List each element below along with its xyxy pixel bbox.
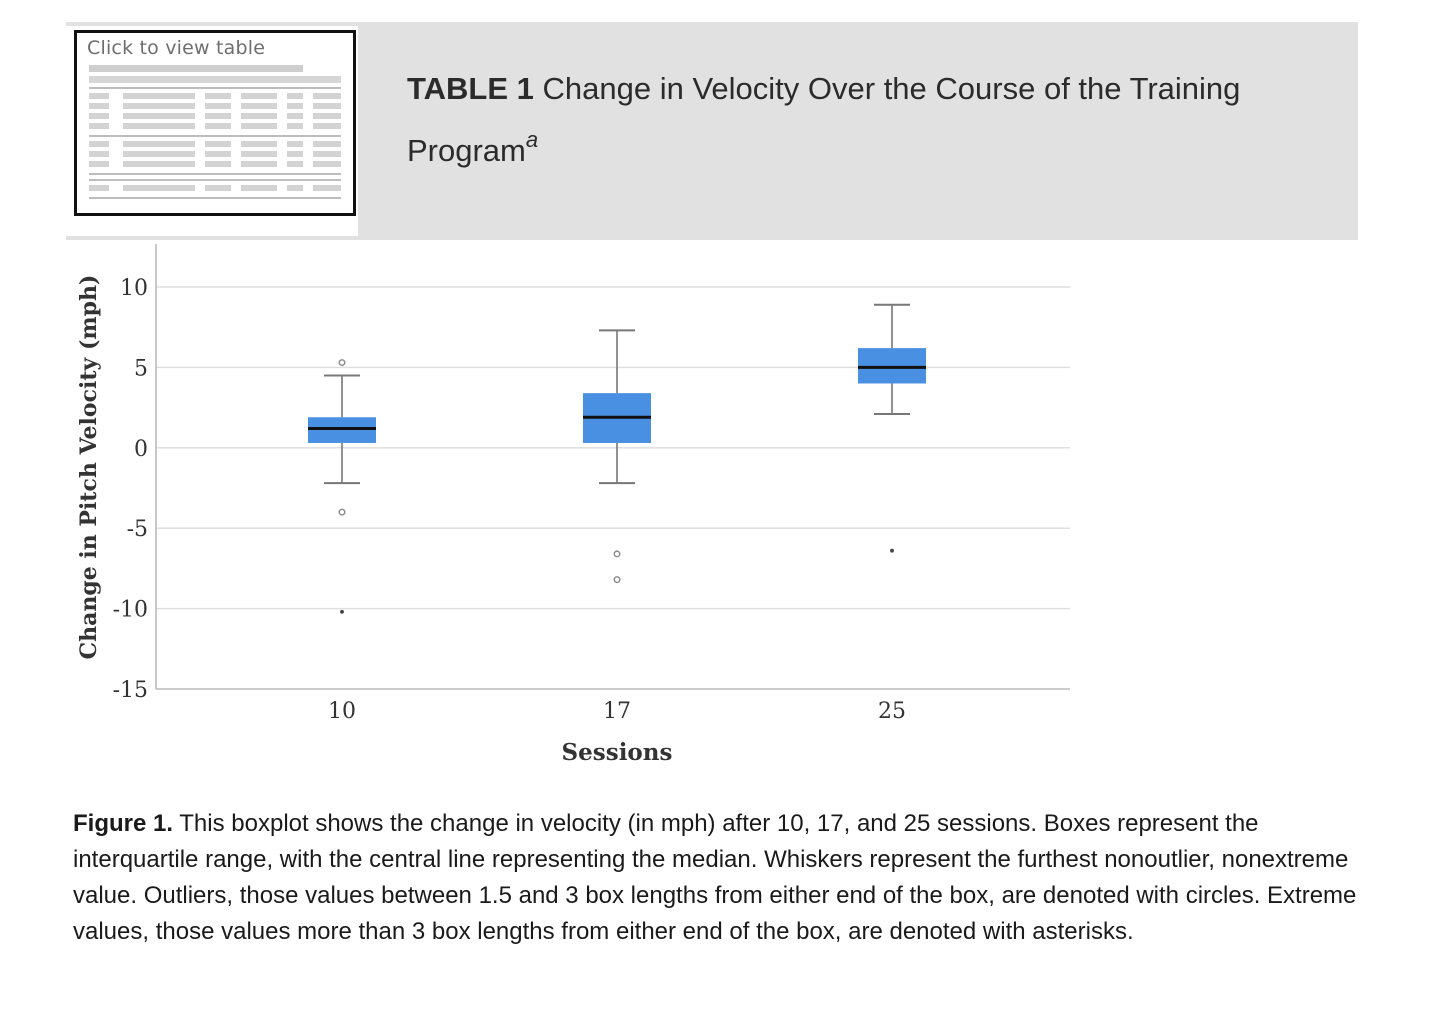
y-tick-label: -10 — [113, 598, 148, 623]
y-tick-label: 5 — [134, 356, 148, 381]
outlier-point — [338, 359, 346, 367]
extreme-point — [890, 548, 894, 553]
box-group-10 — [308, 359, 376, 614]
thumbnail-label: Click to view table — [87, 37, 266, 59]
box-group-25 — [858, 303, 926, 553]
x-axis-label: Sessions — [562, 739, 673, 766]
outlier-point — [613, 550, 621, 558]
x-tick-labels: 10 17 25 — [328, 699, 906, 724]
outlier-point — [613, 576, 621, 584]
boxplot-chart: 10 5 0 -5 -10 -15 10 17 25 Sessions Change in P… — [66, 240, 1086, 780]
y-tick-label: -5 — [127, 517, 148, 542]
table-banner: Click to view table — [66, 22, 1358, 240]
x-tick-label: 25 — [878, 699, 906, 724]
y-tick-labels: 10 5 0 -5 -10 -15 — [113, 276, 148, 703]
boxplot-svg: 10 5 0 -5 -10 -15 10 17 25 Sessions Change in P… — [76, 244, 1070, 766]
footnote-marker: a — [525, 127, 539, 152]
table-title[interactable]: TABLE 1 Change in Velocity Over the Cour… — [407, 58, 1307, 182]
iqr-box — [308, 417, 376, 443]
y-tick-label: 0 — [134, 437, 148, 462]
figure-caption: Figure 1. This boxplot shows the change … — [73, 806, 1373, 950]
outlier-point — [338, 508, 346, 516]
table-number: TABLE 1 — [407, 71, 534, 106]
extreme-point — [340, 609, 344, 614]
table-title-text: Change in Velocity Over the Course of th… — [407, 71, 1241, 168]
gridlines — [156, 286, 1070, 610]
box-group-17 — [583, 329, 651, 584]
y-tick-label: 10 — [120, 276, 148, 301]
x-tick-label: 10 — [328, 699, 356, 724]
table-thumbnail-frame: Click to view table — [66, 26, 358, 236]
table-thumbnail-button[interactable]: Click to view table — [74, 30, 356, 216]
figure-label: Figure 1. — [73, 810, 174, 837]
boxes — [308, 303, 926, 614]
y-axis-label: Change in Pitch Velocity (mph) — [76, 275, 102, 660]
x-tick-label: 17 — [603, 699, 631, 724]
table-preview-icon — [89, 65, 341, 199]
axes — [155, 244, 1070, 690]
iqr-box — [858, 348, 926, 384]
figure-caption-text: This boxplot shows the change in velocit… — [73, 810, 1357, 945]
y-tick-label: -15 — [113, 678, 148, 703]
